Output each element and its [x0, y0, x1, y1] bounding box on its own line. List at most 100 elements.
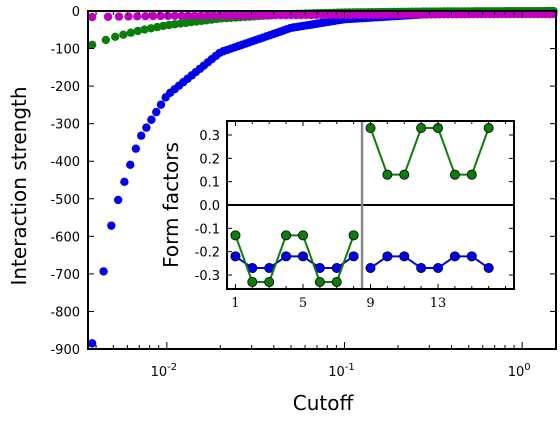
main-y-axis-label: Interaction strength — [7, 86, 31, 285]
main-series-1-point — [133, 26, 143, 36]
main-series-1-point — [146, 24, 156, 33]
main-y-tick-label: -900 — [50, 343, 80, 358]
inset-series-0-point — [230, 251, 241, 262]
main-series-0-point — [131, 144, 141, 153]
main-series-2-point — [133, 12, 142, 21]
main-series-2-point — [87, 12, 97, 22]
main-x-tick-exponent: 0 — [524, 362, 530, 373]
inset-series-1-point — [399, 169, 410, 180]
inset-x-tick-label: 9 — [366, 296, 374, 311]
inset-plot: 0.3 0.2 0.1 0.0 -0.1 -0.2 -0.3 1 5 9 13 Form facto… — [159, 120, 515, 311]
inset-series-0-point — [483, 262, 494, 273]
main-series-2-point — [124, 12, 133, 21]
main-series-2-point — [227, 11, 236, 20]
main-y-tick-label: -300 — [50, 118, 80, 133]
main-series-2-point — [114, 12, 124, 21]
inset-y-tick-label: 0.1 — [199, 176, 220, 191]
inset-series-1-point — [230, 230, 241, 241]
main-series-2-point — [221, 11, 230, 20]
inset-series-0 — [230, 251, 494, 273]
inset-plot-marks — [227, 121, 514, 289]
inset-x-tick-label: 13 — [430, 296, 447, 311]
main-series-2-point — [156, 11, 165, 21]
main-x-axis-label: Cutoff — [293, 391, 355, 415]
main-series-1-point — [87, 40, 97, 49]
main-series-1-point — [110, 32, 120, 42]
inset-y-axis-label: Form factors — [159, 142, 183, 268]
inset-x-tick-label: 1 — [231, 296, 239, 311]
main-x-tick-label: 10-1 — [328, 362, 355, 380]
main-y-tick-label: -800 — [50, 305, 80, 320]
main-y-tick-label: 0 — [72, 5, 80, 20]
main-x-tick-base: 10 — [508, 365, 525, 380]
inset-series-1-point — [348, 230, 359, 241]
main-plot-frame — [87, 10, 557, 350]
inset-series-0-point — [399, 251, 410, 262]
inset-series-0-point — [449, 251, 460, 262]
inset-series-1-point — [297, 230, 308, 241]
main-y-tick-label: -400 — [50, 155, 80, 170]
inset-series-0-point — [466, 251, 477, 262]
main-series-2-point — [190, 11, 200, 20]
main-series-2-point — [209, 11, 218, 20]
inset-series-1-point — [314, 276, 325, 287]
main-series-0-point — [113, 195, 123, 205]
main-plot-marks — [87, 6, 558, 348]
main-series-2-point — [196, 11, 206, 20]
inset-y-tick-label: -0.1 — [195, 222, 220, 237]
main-series-1-point — [101, 35, 111, 45]
main-x-tick-label: 10-2 — [151, 362, 178, 380]
inset-series-1-point — [483, 123, 494, 134]
main-series-0-point — [126, 160, 135, 170]
main-series-2-point — [103, 12, 113, 21]
main-x-tick-exponent: -1 — [345, 362, 355, 373]
inset-series-0-point — [297, 251, 308, 262]
inset-y-tick-label: -0.3 — [195, 269, 220, 284]
main-plot-axes: 0-100-200-300-400-500-600-700-800-90010-… — [50, 5, 557, 380]
main-series-2-point — [163, 11, 173, 21]
main-series-2-point — [149, 11, 158, 21]
main-series-0-point — [156, 100, 166, 109]
main-series-0-point — [152, 107, 161, 117]
main-series-0-point — [142, 123, 151, 132]
inset-series-0-point — [281, 251, 292, 262]
inset-series-0-point — [365, 262, 376, 273]
inset-series-1-point — [264, 276, 275, 287]
inset-series-0-point — [416, 262, 427, 273]
inset-series-1-point — [281, 230, 292, 241]
main-series-0-point — [120, 177, 129, 187]
main-series-1-point — [126, 28, 136, 37]
inset-series-1-point — [449, 169, 460, 180]
main-y-tick-label: -500 — [50, 193, 80, 208]
main-x-tick-label: 100 — [508, 362, 531, 380]
main-series-1-point — [140, 25, 149, 34]
inset-y-tick-label: 0.3 — [199, 129, 220, 144]
main-y-tick-label: -100 — [50, 43, 80, 58]
main-y-tick-label: -200 — [50, 80, 80, 95]
main-x-tick-base: 10 — [328, 365, 345, 380]
main-series-2-point — [141, 12, 150, 21]
main-series-0-point — [147, 115, 156, 124]
main-series-0-point — [107, 221, 116, 230]
main-y-tick-label: -700 — [50, 268, 80, 283]
inset-y-tick-label: -0.2 — [195, 246, 220, 261]
main-series-2-point — [215, 11, 224, 20]
main-series-2-point — [177, 11, 186, 20]
inset-y-tick-label: 0.2 — [199, 152, 220, 167]
inset-y-tick-label: 0.0 — [199, 199, 220, 214]
inset-series-0-point — [433, 262, 444, 273]
main-x-tick-base: 10 — [151, 365, 168, 380]
main-series-1-point — [119, 30, 128, 39]
main-series-0-point — [99, 267, 108, 276]
inset-series-0-point — [382, 251, 393, 262]
inset-series-1-point — [466, 169, 477, 180]
main-series-2-point — [184, 11, 193, 20]
inset-series-1-point — [247, 276, 258, 287]
inset-series-1-point — [382, 169, 393, 180]
inset-series-1-point — [331, 276, 342, 287]
inset-series-0-point — [348, 251, 359, 262]
main-series-2-point — [170, 11, 180, 21]
inset-series-1-point — [416, 123, 427, 134]
